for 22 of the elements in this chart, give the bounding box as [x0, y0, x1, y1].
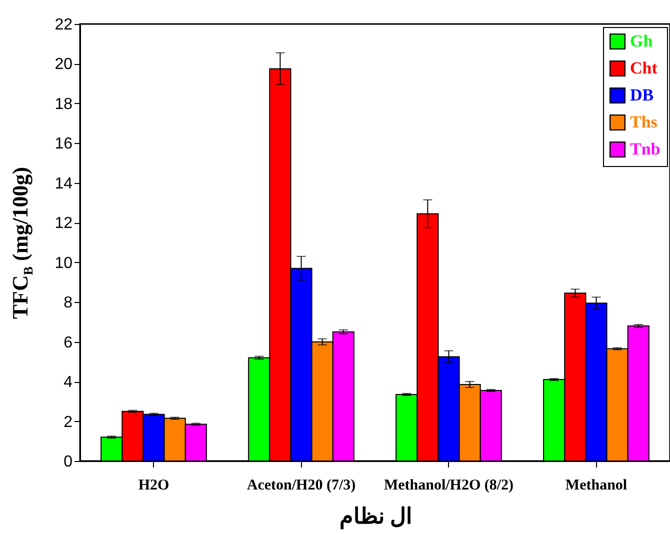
y-tick-label: 4: [64, 374, 73, 392]
x-tick-label: H2O: [138, 478, 170, 494]
x-tick-label: Methanol/H2O (8/2): [384, 478, 514, 494]
y-tick-label: 2: [64, 414, 73, 431]
legend-label: Ths: [630, 112, 658, 132]
legend-label: Gh: [630, 32, 654, 50]
legend-label: DB: [630, 86, 654, 104]
y-tick-label: 10: [54, 254, 73, 272]
y-tick-label: 12: [54, 215, 73, 232]
y-tick-label: 8: [64, 294, 73, 312]
y-tick-label: 18: [54, 96, 73, 113]
legend-label: Cht: [630, 58, 658, 78]
x-tick-label: Methanol: [565, 478, 628, 494]
y-tick-label: 14: [54, 175, 73, 192]
y-tick-label: 22: [54, 16, 73, 34]
y-tick-label: 16: [54, 136, 73, 153]
x-axis-title: ال نظام: [339, 504, 412, 530]
y-tick-label: 6: [64, 334, 73, 352]
y-tick-label: 20: [54, 56, 73, 74]
y-tick-label: 0: [64, 454, 73, 470]
x-tick-label: Aceton/H20 (7/3): [246, 478, 356, 494]
legend-label: Tnb: [630, 140, 660, 158]
